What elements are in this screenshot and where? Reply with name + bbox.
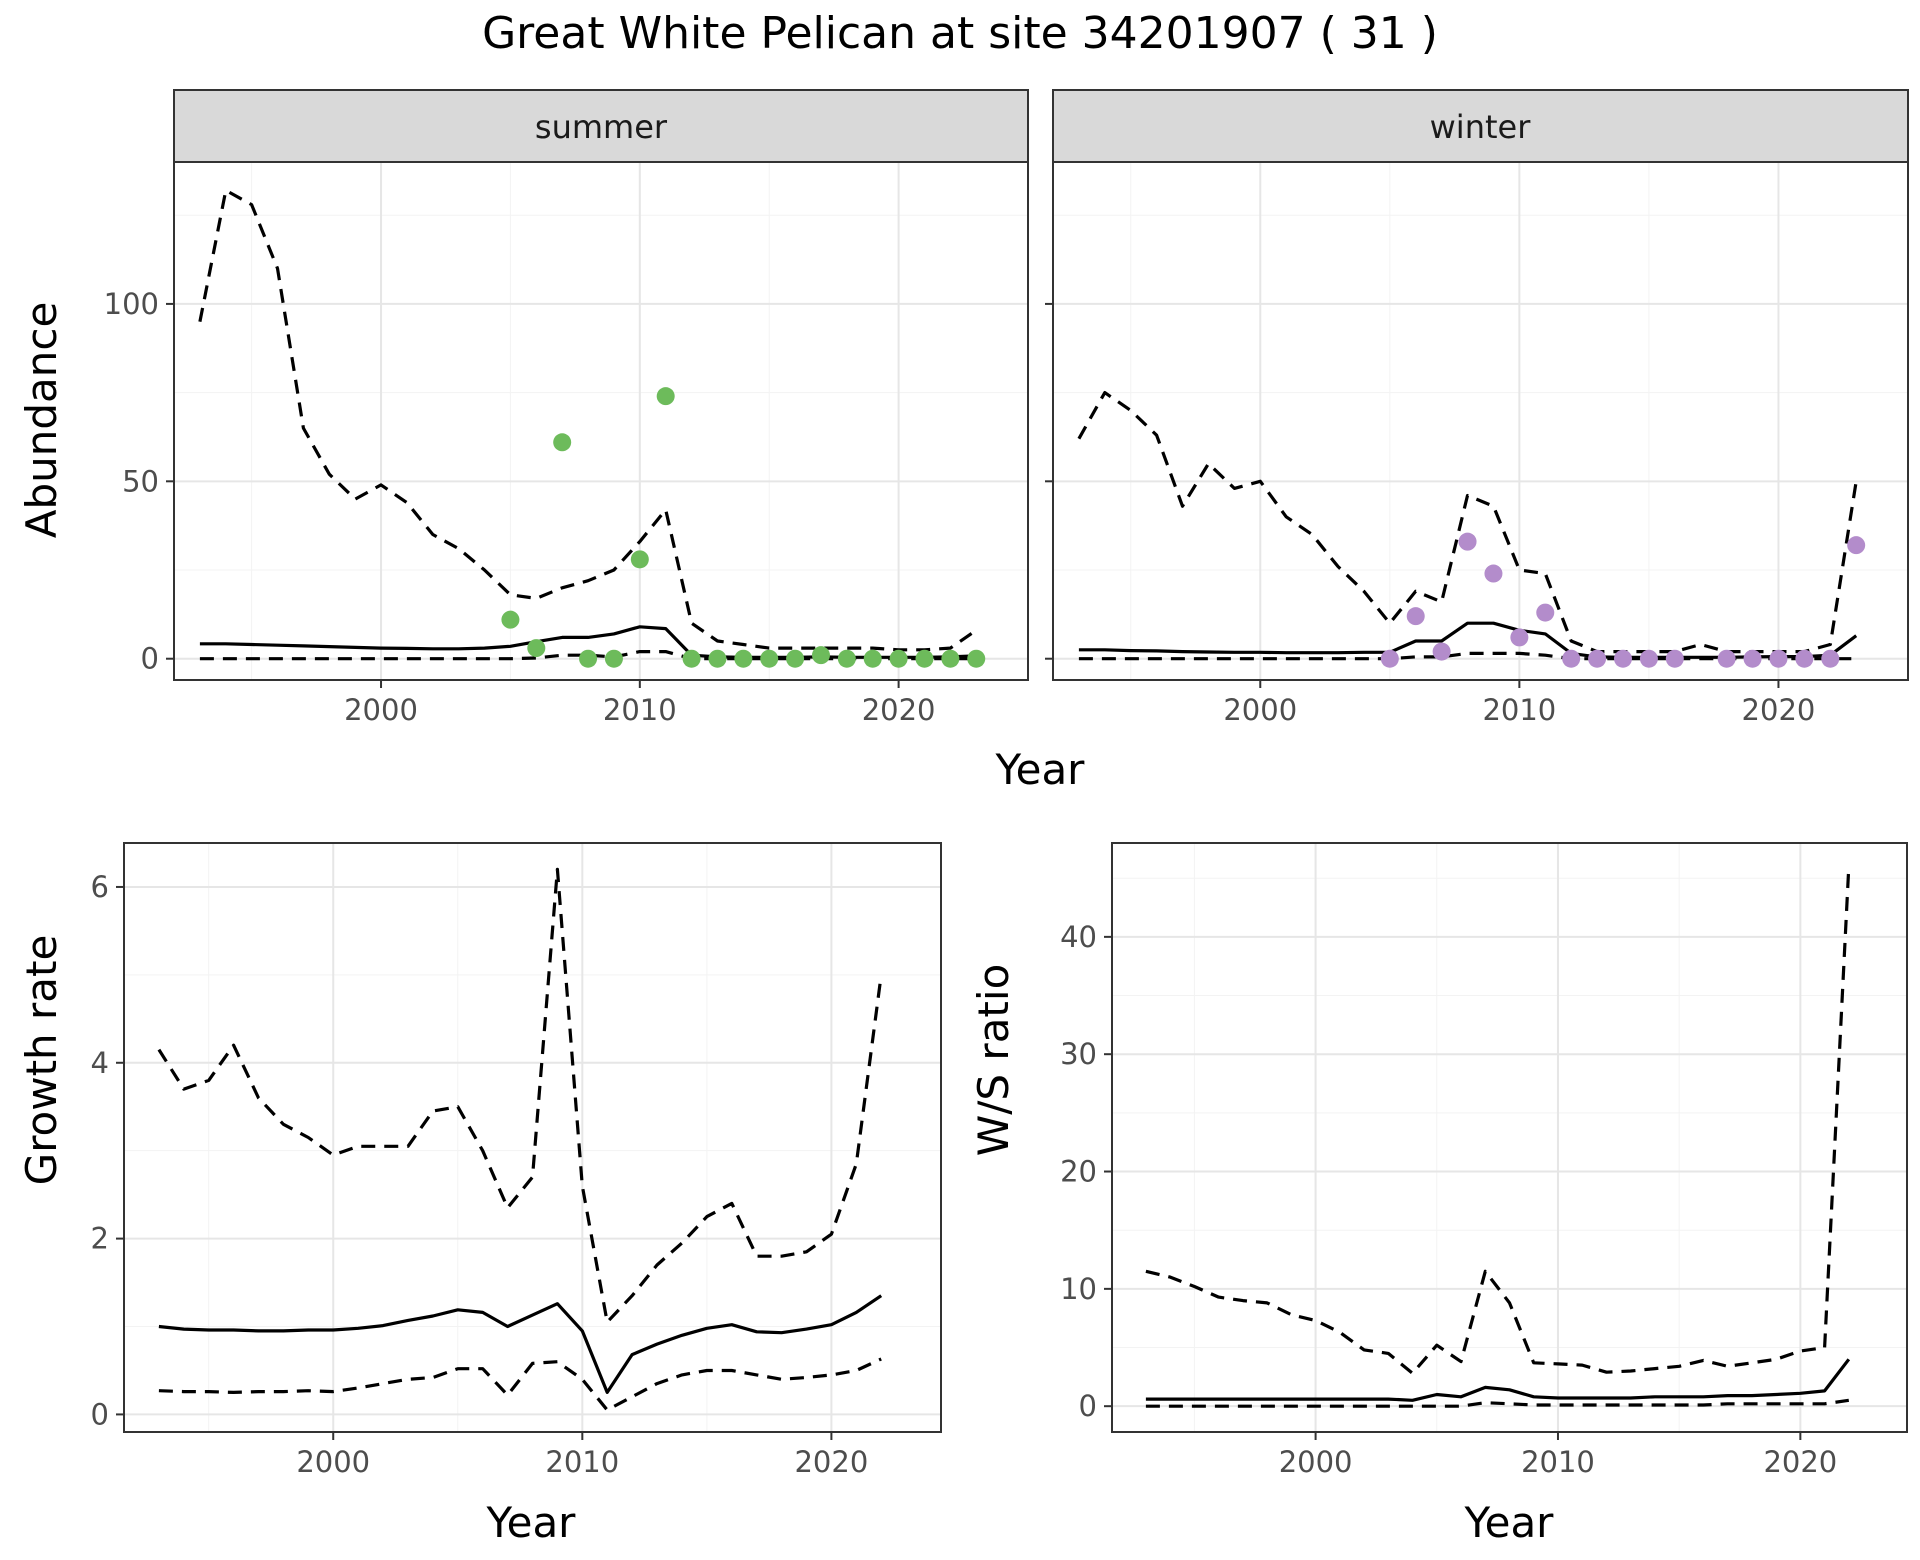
winter-observation-point: [1665, 649, 1684, 668]
winter-observation-point: [1380, 649, 1399, 668]
summer-observation-point: [501, 610, 520, 629]
winter-panel-border: [1052, 161, 1909, 681]
growth-lower-bound-line: [158, 1357, 882, 1412]
winter-observation-point: [1484, 564, 1503, 583]
growth-upper-bound-line: [157, 867, 883, 1324]
summer-observation-point: [889, 649, 908, 668]
winter-observation-point: [1458, 532, 1477, 551]
growth-y-tick-label: 0: [91, 1397, 109, 1431]
summer-observation-point: [786, 649, 805, 668]
winter-observation-point: [1769, 649, 1788, 668]
winter-observation-point: [1562, 649, 1581, 668]
strip-summer: [173, 89, 1029, 163]
growth-y-tick-label: 4: [91, 1046, 109, 1080]
summer-y-tick-label: 100: [104, 287, 159, 321]
summer-observation-point: [837, 649, 856, 668]
x-axis-title-ratio: Year: [1464, 1498, 1555, 1547]
ratio-y-tick-label: 0: [1079, 1389, 1097, 1423]
panel-summer: summer 2000 2010 2020 0 50 100: [104, 89, 1029, 727]
summer-x-tick-label: 2000: [344, 693, 418, 727]
growth-x-tick-label: 2010: [545, 1445, 619, 1479]
ratio-y-tick-label: 10: [1060, 1272, 1097, 1306]
ratio-y-tick-label: 20: [1060, 1155, 1097, 1189]
plot-area-winter: 2000 2010 2020: [1045, 161, 1909, 727]
winter-observation-point: [1614, 649, 1632, 668]
x-axis-title-abundance: Year: [995, 745, 1086, 794]
winter-observation-point: [1588, 649, 1607, 668]
ratio-lower-bound-line: [1145, 1398, 1850, 1408]
panel-growth-rate: 2000 2010 2020 0 2 4 6: [91, 842, 942, 1479]
summer-y-tick-label: 50: [122, 464, 159, 498]
winter-observation-point: [1406, 607, 1425, 626]
y-axis-title-growth: Growth rate: [17, 935, 66, 1186]
panel-winter: winter 2000 2010 2020: [1045, 89, 1909, 727]
plot-area-growth-rate: 2000 2010 2020 0 2 4 6: [91, 842, 942, 1479]
growth-panel-border: [123, 842, 942, 1433]
plot-area-summer: 2000 2010 2020 0 50 100: [104, 161, 1029, 727]
winter-x-tick-label: 2020: [1742, 693, 1816, 727]
summer-observation-point: [915, 649, 934, 668]
growth-x-tick-label: 2000: [296, 1445, 370, 1479]
winter-observation-point: [1639, 649, 1658, 668]
winter-observation-point: [1510, 628, 1529, 647]
x-axis-title-growth: Year: [486, 1498, 577, 1547]
summer-observation-point: [863, 649, 882, 668]
summer-observation-point: [734, 649, 753, 668]
ratio-panel-border: [1111, 842, 1908, 1433]
summer-observation-point: [967, 649, 986, 668]
summer-panel-border: [173, 161, 1029, 681]
ratio-y-tick-label: 40: [1060, 920, 1097, 954]
summer-observation-point: [527, 639, 546, 658]
summer-observation-point: [811, 646, 830, 665]
summer-observation-point: [682, 649, 701, 668]
strip-winter: [1052, 89, 1909, 163]
y-axis-title-abundance: Abundance: [17, 302, 66, 539]
winter-x-tick-label: 2000: [1223, 693, 1297, 727]
winter-observation-point: [1821, 649, 1840, 668]
growth-y-tick-label: 6: [91, 870, 109, 904]
winter-observation-point: [1536, 603, 1555, 622]
growth-mean-line: [158, 1294, 883, 1394]
growth-x-tick-label: 2020: [794, 1445, 868, 1479]
summer-observation-point: [760, 649, 779, 668]
summer-observation-point: [656, 387, 675, 406]
summer-observation-point: [579, 649, 598, 668]
summer-y-tick-label: 0: [141, 642, 159, 676]
strip-label-summer: summer: [535, 108, 668, 146]
ratio-x-tick-label: 2020: [1763, 1445, 1837, 1479]
ratio-x-tick-label: 2000: [1279, 1445, 1353, 1479]
plot-area-ws-ratio: 2000 2010 2020 0 10 20 30 40: [1060, 842, 1908, 1479]
ratio-mean-line: [1145, 1358, 1851, 1402]
winter-observation-point: [1432, 642, 1451, 661]
winter-x-tick-label: 2010: [1482, 693, 1556, 727]
summer-upper-bound-line: [198, 188, 978, 652]
winter-observation-point: [1717, 649, 1736, 668]
summer-x-tick-label: 2020: [862, 693, 936, 727]
summer-x-tick-label: 2010: [603, 693, 677, 727]
strip-label-winter: winter: [1430, 108, 1532, 146]
winter-observation-point: [1743, 649, 1762, 668]
summer-observation-point: [604, 649, 623, 668]
y-axis-title-ratio: W/S ratio: [969, 964, 1018, 1157]
ratio-upper-bound-line: [1145, 866, 1851, 1375]
summer-observation-point: [630, 550, 649, 569]
ratio-x-tick-label: 2010: [1521, 1445, 1595, 1479]
ratio-y-tick-label: 30: [1060, 1037, 1097, 1071]
summer-observation-point: [708, 649, 727, 668]
winter-observation-point: [1847, 536, 1866, 555]
plot-title: Great White Pelican at site 34201907 ( 3…: [482, 8, 1438, 59]
summer-observation-point: [553, 433, 572, 452]
summer-observation-point: [941, 649, 960, 668]
growth-y-tick-label: 2: [91, 1222, 109, 1256]
winter-observation-point: [1795, 649, 1814, 668]
panel-ws-ratio: 2000 2010 2020 0 10 20 30 40: [1060, 842, 1908, 1479]
